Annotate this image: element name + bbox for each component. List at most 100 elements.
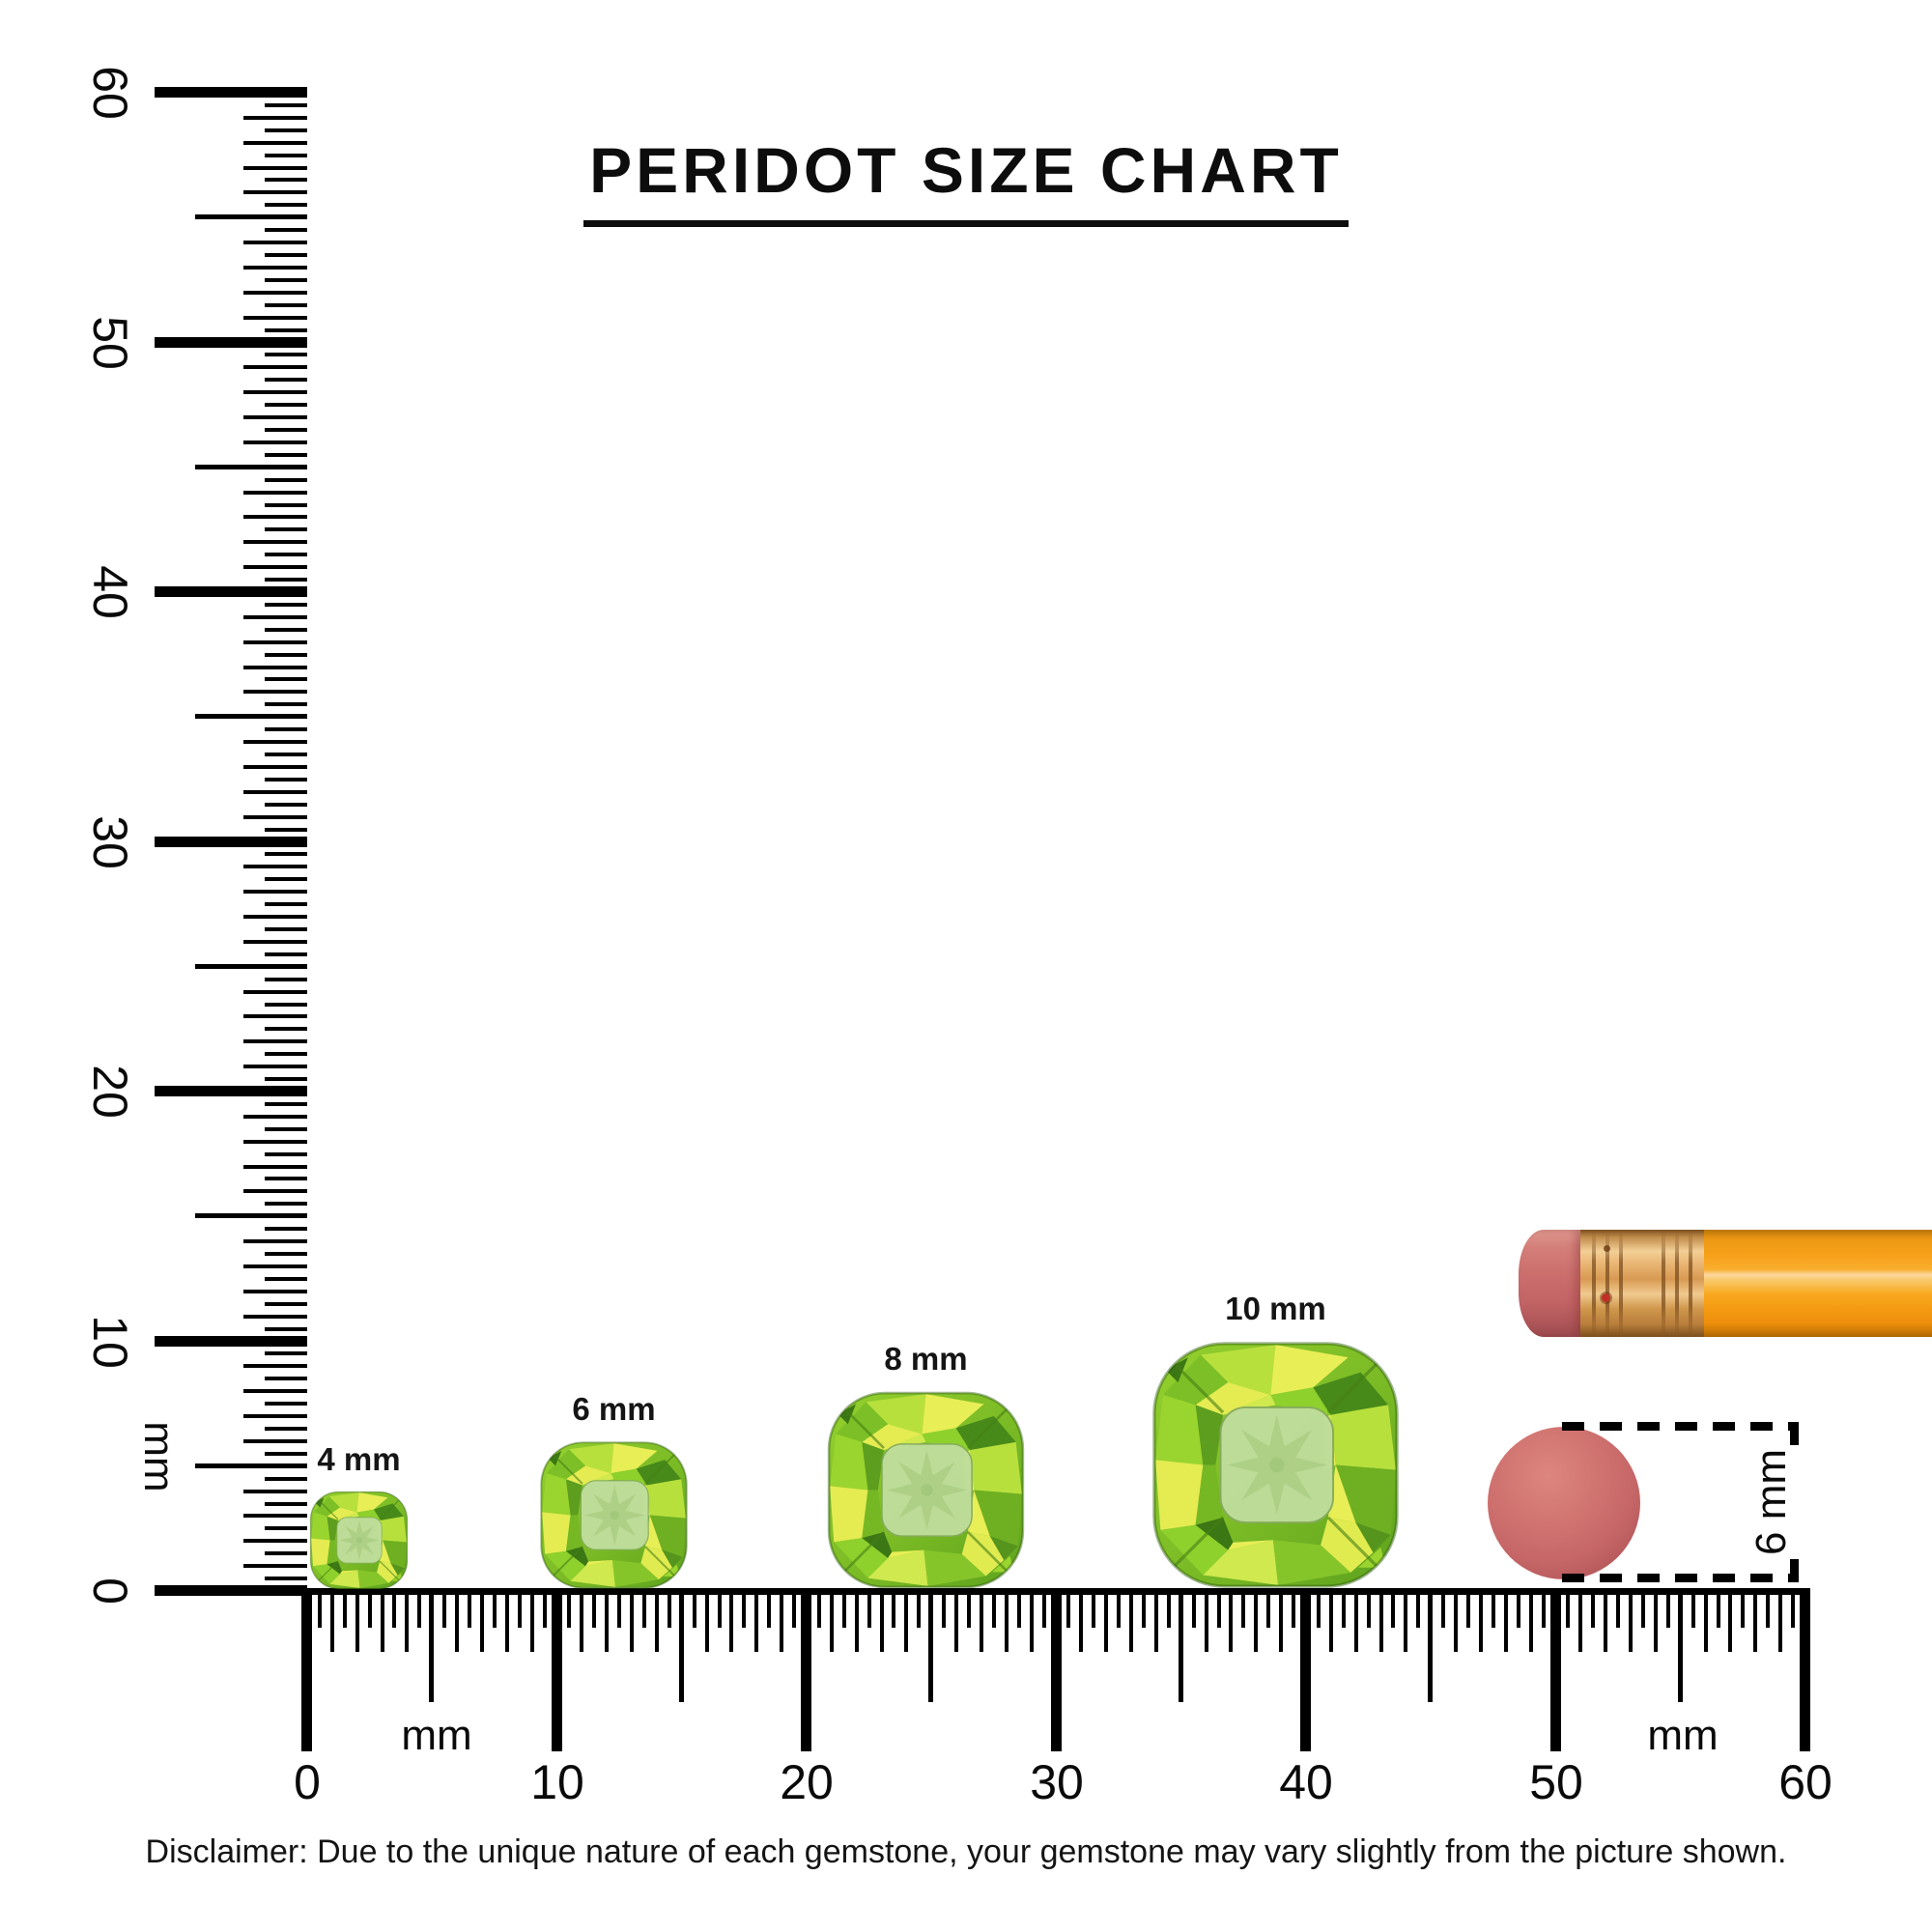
vertical-ruler-tick [265, 1477, 307, 1481]
pencil-eraser-tip [1519, 1230, 1582, 1337]
horizontal-ruler-tick [1654, 1588, 1658, 1652]
page-title: PERIDOT SIZE CHART [583, 133, 1349, 227]
vertical-ruler-tick [265, 628, 307, 632]
vertical-ruler-tick [265, 1377, 307, 1380]
horizontal-ruler-tick [617, 1588, 621, 1628]
horizontal-ruler-tick [1354, 1588, 1358, 1652]
pencil [1519, 1230, 1932, 1337]
horizontal-ruler-tick [1005, 1588, 1009, 1652]
horizontal-ruler-tick [1329, 1588, 1333, 1652]
horizontal-ruler-tick [1379, 1588, 1383, 1652]
vertical-ruler-number: 40 [83, 565, 137, 619]
horizontal-ruler-tick [1666, 1588, 1670, 1628]
vertical-ruler-tick [265, 278, 307, 282]
horizontal-ruler-tick [1741, 1588, 1745, 1628]
horizontal-ruler-tick [1030, 1588, 1034, 1652]
horizontal-ruler-tick [642, 1588, 646, 1628]
vertical-ruler-tick [265, 1127, 307, 1131]
horizontal-ruler-number: 0 [294, 1755, 321, 1809]
horizontal-ruler-tick [767, 1588, 771, 1628]
horizontal-ruler-tick [1428, 1588, 1433, 1702]
vertical-ruler-tick [265, 727, 307, 731]
horizontal-ruler-tick [392, 1588, 396, 1628]
horizontal-ruler-tick [552, 1588, 562, 1751]
vertical-ruler-tick [243, 565, 307, 569]
vertical-ruler-tick [265, 578, 307, 582]
horizontal-ruler-tick [1550, 1588, 1561, 1751]
eraser-dimension-label: 6 mm [1747, 1449, 1795, 1555]
vertical-ruler-tick [155, 586, 307, 597]
vertical-ruler-tick [265, 1577, 307, 1580]
vertical-ruler-tick [243, 1239, 307, 1243]
vertical-ruler-tick [243, 740, 307, 744]
vertical-ruler-tick [155, 1336, 307, 1347]
vertical-ruler-tick [265, 353, 307, 356]
vertical-ruler-tick [265, 952, 307, 956]
horizontal-ruler-tick [792, 1588, 796, 1628]
vertical-ruler-tick [243, 865, 307, 868]
horizontal-ruler-tick [1441, 1588, 1445, 1628]
horizontal-ruler-tick [429, 1588, 434, 1702]
horizontal-ruler-tick [630, 1588, 634, 1652]
horizontal-ruler-tick [693, 1588, 696, 1628]
horizontal-ruler-tick [1479, 1588, 1483, 1652]
vertical-ruler-number: 0 [83, 1577, 137, 1605]
horizontal-ruler-tick [1292, 1588, 1295, 1628]
horizontal-ruler-tick [530, 1588, 534, 1652]
vertical-ruler-tick [265, 702, 307, 706]
vertical-ruler-tick [243, 915, 307, 919]
peridot-gem-10mm [1151, 1340, 1401, 1590]
vertical-ruler-tick [243, 1115, 307, 1119]
horizontal-ruler-tick [1616, 1588, 1620, 1628]
horizontal-ruler-tick [1279, 1588, 1283, 1652]
vertical-ruler-tick [265, 328, 307, 332]
vertical-ruler-tick [265, 228, 307, 232]
horizontal-ruler-tick [505, 1588, 509, 1652]
horizontal-ruler-tick [655, 1588, 659, 1652]
horizontal-ruler-tick [1104, 1588, 1108, 1652]
vertical-ruler-tick [243, 1189, 307, 1193]
vertical-ruler-tick [265, 1003, 307, 1007]
horizontal-ruler-tick [1778, 1588, 1782, 1652]
horizontal-ruler-tick [1205, 1588, 1208, 1652]
vertical-ruler-tick [265, 778, 307, 781]
vertical-ruler-tick [265, 378, 307, 382]
vertical-ruler-tick [243, 1315, 307, 1319]
horizontal-ruler-tick [1504, 1588, 1508, 1652]
horizontal-ruler-tick [1492, 1588, 1495, 1628]
vertical-ruler-number: 60 [83, 66, 137, 120]
gem-size-label: 10 mm [1225, 1291, 1326, 1326]
vertical-ruler-tick [265, 1177, 307, 1180]
vertical-ruler-tick [265, 1302, 307, 1306]
vertical-ruler-number: 20 [83, 1065, 137, 1119]
vertical-ruler-tick [265, 1027, 307, 1031]
horizontal-ruler-unit-label-right: mm [1647, 1712, 1719, 1759]
vertical-ruler-tick [265, 1277, 307, 1281]
horizontal-ruler-tick [1192, 1588, 1196, 1628]
vertical-ruler-tick [243, 1140, 307, 1144]
horizontal-ruler-tick [1117, 1588, 1121, 1628]
vertical-ruler-tick [243, 491, 307, 495]
vertical-ruler-tick [243, 1014, 307, 1018]
horizontal-ruler-tick [417, 1588, 421, 1628]
horizontal-ruler-tick [1079, 1588, 1083, 1652]
vertical-ruler-tick [243, 1065, 307, 1068]
vertical-ruler-tick [265, 803, 307, 807]
horizontal-ruler-tick [1167, 1588, 1171, 1628]
horizontal-ruler-tick [1042, 1588, 1046, 1628]
horizontal-ruler-tick [368, 1588, 372, 1628]
vertical-ruler-tick [265, 1052, 307, 1056]
horizontal-ruler-tick [705, 1588, 709, 1652]
horizontal-ruler-tick [480, 1588, 484, 1652]
vertical-ruler-tick [243, 765, 307, 769]
horizontal-ruler-tick [1051, 1588, 1062, 1751]
horizontal-ruler-tick [1529, 1588, 1533, 1652]
vertical-ruler-tick [265, 453, 307, 457]
vertical-ruler-tick [243, 1389, 307, 1393]
horizontal-ruler-tick [754, 1588, 758, 1652]
horizontal-ruler-tick [381, 1588, 384, 1652]
vertical-ruler-tick [265, 1077, 307, 1081]
horizontal-ruler-tick [679, 1588, 684, 1702]
vertical-ruler-tick [265, 178, 307, 182]
horizontal-ruler-tick [1066, 1588, 1070, 1628]
